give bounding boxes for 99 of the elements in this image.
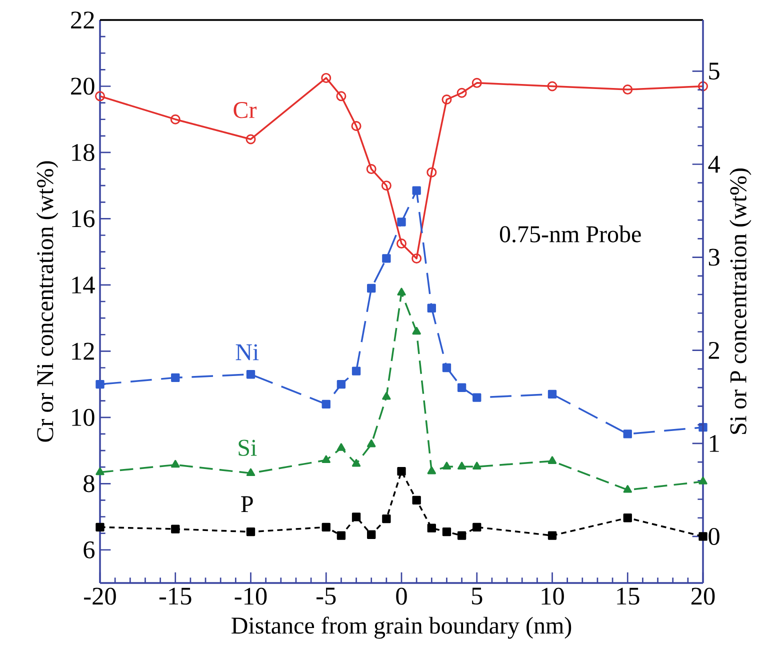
point bbox=[622, 84, 633, 95]
y2-tick-label: 2 bbox=[708, 342, 719, 359]
point bbox=[442, 363, 452, 372]
point bbox=[351, 120, 362, 131]
point bbox=[381, 180, 392, 191]
point bbox=[321, 72, 332, 83]
point bbox=[171, 373, 180, 382]
x-tick-label: 20 bbox=[691, 588, 715, 605]
point bbox=[367, 530, 376, 539]
point bbox=[96, 467, 104, 476]
x-tick-label: 5 bbox=[472, 588, 482, 605]
point bbox=[397, 466, 406, 476]
point bbox=[623, 514, 632, 522]
point bbox=[412, 186, 421, 195]
y2-tick-label: 3 bbox=[708, 248, 720, 266]
point bbox=[397, 218, 406, 226]
point bbox=[352, 366, 361, 376]
point bbox=[548, 531, 557, 540]
y-tick-label: 20 bbox=[71, 78, 94, 95]
y-tick-label: 8 bbox=[84, 475, 94, 492]
y-tick-label: 6 bbox=[84, 541, 95, 558]
series-label: Ni bbox=[236, 344, 259, 360]
point bbox=[472, 393, 482, 402]
point bbox=[623, 430, 632, 438]
point bbox=[246, 370, 256, 379]
point bbox=[352, 512, 361, 522]
y-axis-title: Cr or Ni concentration (wt%) bbox=[36, 161, 58, 442]
point bbox=[456, 88, 467, 98]
point bbox=[427, 466, 436, 474]
y2-tick-label: 0 bbox=[708, 528, 720, 546]
point bbox=[336, 380, 346, 389]
point bbox=[336, 531, 346, 540]
x-tick-label: 0 bbox=[396, 588, 407, 605]
point bbox=[457, 462, 466, 470]
point bbox=[382, 392, 391, 400]
y-tick-label: 18 bbox=[72, 144, 94, 162]
x-tick-label: -15 bbox=[159, 588, 192, 605]
point bbox=[322, 455, 330, 464]
point bbox=[442, 462, 452, 470]
x-axis-title: Distance from grain boundary (nm) bbox=[232, 616, 572, 639]
y2-tick-label: 5 bbox=[709, 62, 720, 80]
point bbox=[427, 304, 436, 312]
point bbox=[472, 522, 482, 532]
point bbox=[322, 400, 330, 409]
point bbox=[427, 524, 436, 532]
point bbox=[170, 114, 180, 124]
point bbox=[96, 380, 104, 389]
series-label: Si bbox=[238, 440, 257, 456]
y-tick-label: 22 bbox=[71, 12, 94, 28]
point bbox=[246, 134, 256, 144]
point bbox=[246, 468, 256, 476]
x-tick-label: -5 bbox=[316, 588, 336, 605]
point bbox=[246, 527, 256, 536]
point bbox=[457, 383, 466, 392]
x-tick-label: -10 bbox=[234, 588, 267, 605]
point bbox=[548, 456, 557, 464]
point bbox=[322, 522, 330, 532]
point bbox=[336, 443, 346, 451]
point bbox=[698, 532, 708, 541]
y-tick-label: 14 bbox=[72, 276, 95, 294]
point bbox=[367, 284, 376, 293]
point bbox=[171, 524, 180, 534]
point bbox=[472, 78, 482, 88]
point bbox=[412, 326, 421, 335]
point bbox=[95, 91, 105, 102]
point bbox=[96, 522, 104, 532]
x-tick-label: -20 bbox=[84, 588, 116, 605]
series-label: P bbox=[241, 496, 253, 512]
point bbox=[396, 238, 406, 249]
point bbox=[366, 164, 376, 174]
y-tick-label: 10 bbox=[72, 408, 94, 426]
point bbox=[367, 439, 376, 448]
y2-axis-title: Si or P concentration (wt%) bbox=[730, 168, 752, 434]
y2-tick-label: 1 bbox=[710, 435, 719, 452]
point bbox=[426, 167, 437, 178]
point bbox=[382, 514, 391, 524]
point bbox=[442, 94, 452, 104]
y-tick-label: 12 bbox=[72, 342, 94, 360]
point bbox=[412, 496, 421, 505]
point bbox=[412, 253, 422, 264]
point bbox=[623, 485, 632, 493]
point bbox=[698, 81, 708, 92]
x-tick-label: 10 bbox=[542, 588, 564, 605]
point bbox=[336, 91, 346, 102]
point bbox=[547, 81, 558, 92]
x-tick-label: 15 bbox=[617, 588, 640, 605]
y-tick-label: 16 bbox=[72, 210, 95, 228]
point bbox=[698, 476, 708, 484]
point bbox=[442, 527, 452, 536]
point bbox=[472, 462, 482, 470]
point bbox=[382, 254, 391, 263]
point bbox=[457, 531, 466, 540]
point bbox=[548, 390, 557, 399]
point bbox=[171, 460, 180, 468]
point bbox=[397, 288, 406, 296]
series-label: Cr bbox=[234, 102, 257, 118]
annotation: 0.75-nm Probe bbox=[500, 225, 641, 242]
y2-tick-label: 4 bbox=[708, 156, 720, 173]
point bbox=[352, 459, 361, 467]
